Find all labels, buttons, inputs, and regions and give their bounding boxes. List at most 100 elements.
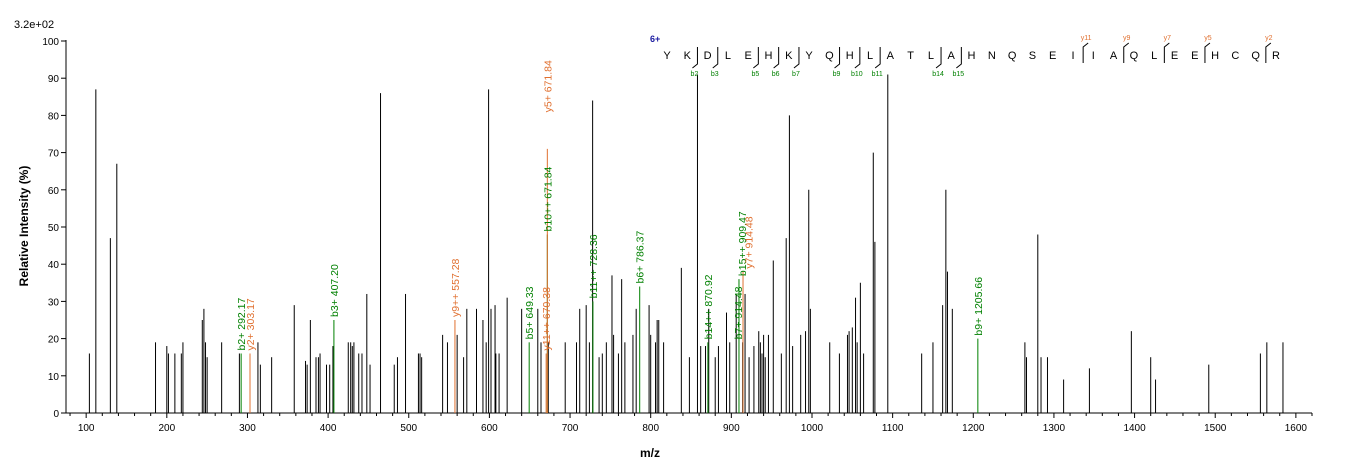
b-ion-label: b5+ 649.33 [524, 286, 536, 339]
b-ion-label: b11++ 728.36 [588, 234, 600, 298]
residue: Y [663, 50, 671, 62]
y-cleavage-mark [1082, 42, 1089, 63]
x-tick-label: 400 [320, 423, 337, 434]
y-tick-label: 70 [48, 149, 60, 160]
y-ion-label: y2+ 303.17 [245, 298, 257, 350]
residue: E [745, 50, 752, 62]
b-fragment-label: b6 [772, 71, 780, 78]
b-cleavage-mark [854, 47, 861, 69]
b-fragment-label: b10 [851, 71, 863, 78]
y-cleavage-mark [1163, 42, 1170, 63]
b-cleavage-mark [874, 47, 881, 69]
b-fragment-label: b5 [751, 71, 759, 78]
residue: I [1071, 50, 1074, 62]
x-tick-label: 600 [481, 423, 498, 434]
y-fragment-label: y11 [1081, 35, 1092, 42]
y-tick-label: 30 [48, 297, 60, 308]
residue: Q [825, 50, 834, 62]
x-tick-label: 300 [239, 423, 256, 434]
residue: A [948, 50, 956, 62]
residue: R [1272, 50, 1280, 62]
y-tick-label: 80 [48, 111, 60, 122]
residue: H [765, 50, 773, 62]
b-fragment-label: b3 [711, 71, 719, 78]
b-fragment-label: b14 [932, 71, 944, 78]
residue: I [1092, 50, 1095, 62]
b-ion-label: b2+ 292.17 [236, 297, 248, 350]
b-fragment-label: b15 [953, 71, 965, 78]
residue: K [684, 50, 692, 62]
x-tick-label: 1500 [1204, 423, 1227, 434]
x-tick-label: 1600 [1285, 423, 1308, 434]
b-cleavage-mark [793, 47, 800, 69]
residue: A [887, 50, 895, 62]
residue: L [867, 50, 873, 62]
y-tick-label: 90 [48, 74, 60, 85]
b-fragment-label: b11 [872, 71, 883, 78]
x-tick-label: 500 [400, 423, 417, 434]
residue: D [704, 50, 712, 62]
b-ion-label: b3+ 407.20 [329, 264, 341, 317]
x-axis-label: m/z [640, 446, 660, 460]
x-tick-label: 1100 [882, 423, 904, 434]
residue: A [1110, 50, 1118, 62]
y-ion-label: y11++ 670.38 [541, 287, 553, 351]
y-axis: 0 10 20 30 40 50 60 70 80 90 100 [42, 37, 67, 420]
residue: T [907, 50, 914, 62]
x-tick-label: 100 [78, 423, 95, 434]
peptide-sequence: 6+Y K D L E H K Y Q H L A T L A H N Q S E I I A Q L E E H C Q Rb2 b3 b5 b… [650, 34, 1280, 78]
y-fragment-label: y9 [1123, 35, 1131, 42]
y-cleavage-mark [1123, 42, 1130, 63]
residue: Q [1130, 50, 1139, 62]
b-cleavage-mark [712, 47, 719, 69]
b-ion-label: b9+ 1205.66 [973, 277, 985, 336]
residue: S [1029, 50, 1036, 62]
b-cleavage-mark [834, 47, 841, 69]
y-tick-label: 60 [48, 186, 60, 197]
y-ion-label: y7+ 914.48 [743, 216, 755, 268]
b-ion-label: b10++ 671.84 [542, 166, 554, 231]
peaks [88, 74, 1284, 413]
residue: Q [1008, 50, 1017, 62]
b-cleavage-mark [956, 47, 962, 69]
b-ion-label: b15++ 909.47 [737, 211, 749, 276]
b-fragment-label: b2 [691, 71, 699, 78]
residue: E [1191, 50, 1198, 62]
b-ion-label: b14++ 870.92 [703, 274, 715, 339]
b-fragment-label: b7 [792, 71, 800, 78]
residue: H [1211, 50, 1219, 62]
residue: L [1151, 50, 1157, 62]
b-ion-label: b7+ 914.48 [733, 286, 745, 339]
b-cleavage-mark [773, 47, 780, 69]
residue: H [846, 50, 854, 62]
y-axis-label: Relative Intensity (%) [17, 166, 31, 287]
b-ion-label: b6+ 786.37 [635, 231, 647, 284]
x-tick-label: 900 [723, 423, 740, 434]
residue: H [968, 50, 976, 62]
y-tick-label: 40 [48, 260, 60, 271]
y-tick-label: 50 [48, 223, 60, 234]
x-axis: 100 200 300 400 500 600 700 800 900 1000 1100 1200 1… [66, 412, 1313, 434]
residue: K [785, 50, 793, 62]
residue: L [725, 50, 731, 62]
x-tick-label: 1300 [1043, 423, 1066, 434]
residue: L [928, 50, 934, 62]
b-cleavage-mark [753, 47, 759, 69]
b-cleavage-mark [935, 47, 942, 69]
residue: E [1049, 50, 1056, 62]
x-tick-label: 1400 [1123, 423, 1146, 434]
residue: C [1231, 50, 1239, 62]
x-tick-label: 800 [642, 423, 659, 434]
x-tick-label: 1200 [962, 423, 985, 434]
y-tick-label: 0 [53, 409, 59, 420]
y-tick-label: 20 [48, 335, 60, 346]
y-fragment-label: y7 [1164, 35, 1172, 42]
y-tick-label: 10 [48, 372, 60, 383]
y-tick-label: 100 [42, 37, 59, 48]
intensity-scale-label: 3.2e+02 [14, 19, 54, 31]
charge-state: 6+ [650, 34, 660, 44]
y-cleavage-mark [1265, 42, 1272, 63]
b-fragment-label: b9 [833, 71, 841, 78]
